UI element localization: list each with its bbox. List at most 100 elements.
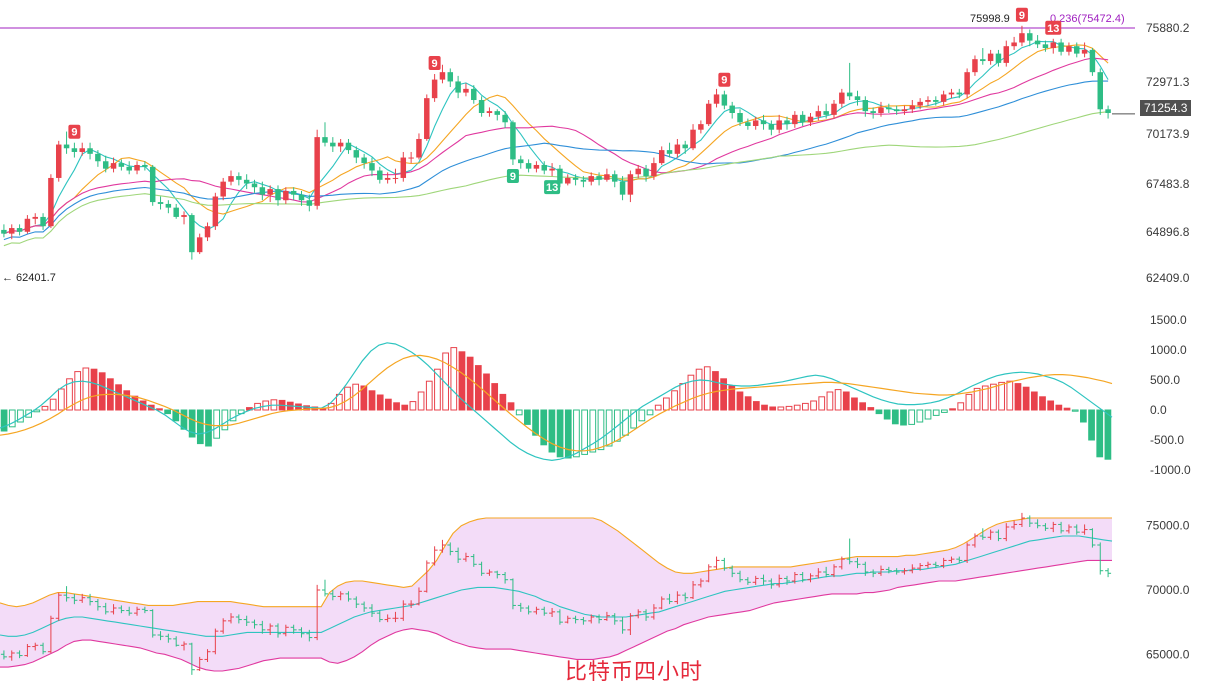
candle-body xyxy=(1081,49,1088,54)
macd-histogram-bar xyxy=(385,398,392,411)
macd-histogram-bar xyxy=(581,409,588,455)
macd-histogram-bar xyxy=(221,409,229,431)
macd-histogram-bar xyxy=(736,391,744,411)
macd-histogram-bar xyxy=(368,390,376,411)
price-tick-label: 62409.0 xyxy=(1146,271,1190,285)
ma-line-ma5 xyxy=(3,111,1109,247)
macd-histogram-bar xyxy=(548,409,556,453)
candle-body xyxy=(995,53,1002,63)
macd-histogram-bar xyxy=(483,373,490,411)
macd-histogram-bar xyxy=(638,409,646,422)
candle-body xyxy=(831,103,837,115)
macd-histogram-bar xyxy=(434,368,441,411)
macd-histogram-bar xyxy=(998,381,1005,411)
candle-body xyxy=(48,177,54,227)
boll-lower-line xyxy=(0,559,1112,672)
candle-body xyxy=(541,164,547,171)
td-marker-badge xyxy=(506,168,519,183)
candle-body xyxy=(799,114,806,123)
macd-histogram-bar xyxy=(8,409,16,428)
candle-body xyxy=(212,196,219,227)
candle-body xyxy=(502,114,508,123)
candle-body xyxy=(1011,42,1017,47)
macd-histogram-bar xyxy=(916,409,924,423)
candle-body xyxy=(815,111,822,117)
candle-body xyxy=(525,163,532,169)
macd-histogram-bar xyxy=(188,409,196,438)
low-price-label: ← 62401.7 xyxy=(2,272,56,284)
candle-body xyxy=(901,109,908,112)
macd-histogram-bar xyxy=(589,409,597,453)
macd-tick-label: 1000.0 xyxy=(1150,343,1187,357)
boll-tick-label: 70000.0 xyxy=(1146,583,1190,597)
candle-body xyxy=(267,189,273,195)
candle-body xyxy=(533,164,540,169)
macd-histogram-bar xyxy=(17,409,24,423)
candle-body xyxy=(322,137,328,143)
candle-body xyxy=(518,159,524,164)
candle-body xyxy=(408,157,414,159)
candle-body xyxy=(760,120,767,125)
candle-body xyxy=(745,122,751,126)
macd-histogram-bar xyxy=(196,409,204,445)
candle-body xyxy=(807,116,814,123)
candle-body xyxy=(588,176,594,182)
candle-body xyxy=(1,229,7,234)
candle-body xyxy=(314,137,320,206)
candle-body xyxy=(627,174,634,195)
boll-middle-line xyxy=(0,535,1113,637)
macd-histogram-bar xyxy=(1047,400,1055,411)
td-marker-badge xyxy=(68,124,81,139)
macd-histogram-bar xyxy=(515,409,523,416)
candle-body xyxy=(839,92,845,104)
macd-histogram-bar xyxy=(115,384,122,411)
macd-histogram-bar xyxy=(630,409,638,429)
candle-body xyxy=(768,124,775,130)
candle-body xyxy=(510,122,516,160)
macd-histogram-bar xyxy=(417,391,425,411)
candle-body xyxy=(1074,46,1080,54)
candle-body xyxy=(933,100,939,102)
macd-histogram-bar xyxy=(1055,404,1063,411)
macd-histogram-bar xyxy=(172,409,180,422)
candle-body xyxy=(283,190,289,201)
macd-histogram-bar xyxy=(491,383,499,411)
macd-histogram-bar xyxy=(1088,409,1095,441)
macd-histogram-bar xyxy=(769,406,777,411)
candle-body xyxy=(1042,44,1049,49)
macd-histogram-bar xyxy=(802,402,809,411)
candle-body xyxy=(1050,42,1057,49)
td-marker-label: 13 xyxy=(546,182,558,194)
candle-body xyxy=(580,179,587,182)
candle-body xyxy=(870,111,876,113)
macd-histogram-bar xyxy=(965,393,973,411)
candle-body xyxy=(651,163,657,177)
candle-body xyxy=(737,112,743,123)
candle-body xyxy=(251,183,258,188)
macd-tick-label: 0.0 xyxy=(1150,403,1167,417)
boll-tick-label: 65000.0 xyxy=(1146,647,1190,661)
candle-body xyxy=(189,215,195,253)
candle-body xyxy=(721,94,728,106)
candle-body xyxy=(698,124,704,130)
macd-histogram-bar xyxy=(82,367,90,411)
candle-body xyxy=(658,150,665,164)
macd-histogram-bar xyxy=(352,383,360,411)
candle-body xyxy=(384,177,391,180)
candle-body xyxy=(893,109,900,112)
candle-body xyxy=(165,203,172,208)
candle-body xyxy=(1003,46,1010,63)
macd-histogram-bar xyxy=(810,400,817,411)
macd-signal-line xyxy=(0,354,1113,452)
candle-body xyxy=(259,187,266,195)
candle-body xyxy=(611,174,618,182)
macd-histogram-bar xyxy=(818,396,826,411)
macd-histogram-bar xyxy=(450,347,458,411)
macd-tick-label: -500.0 xyxy=(1150,433,1184,447)
macd-histogram-bar xyxy=(605,409,613,447)
candle-body xyxy=(126,166,132,171)
candle-body xyxy=(337,142,344,147)
candle-body xyxy=(95,153,101,162)
macd-histogram-bar xyxy=(360,385,368,411)
candle-body xyxy=(494,111,501,115)
